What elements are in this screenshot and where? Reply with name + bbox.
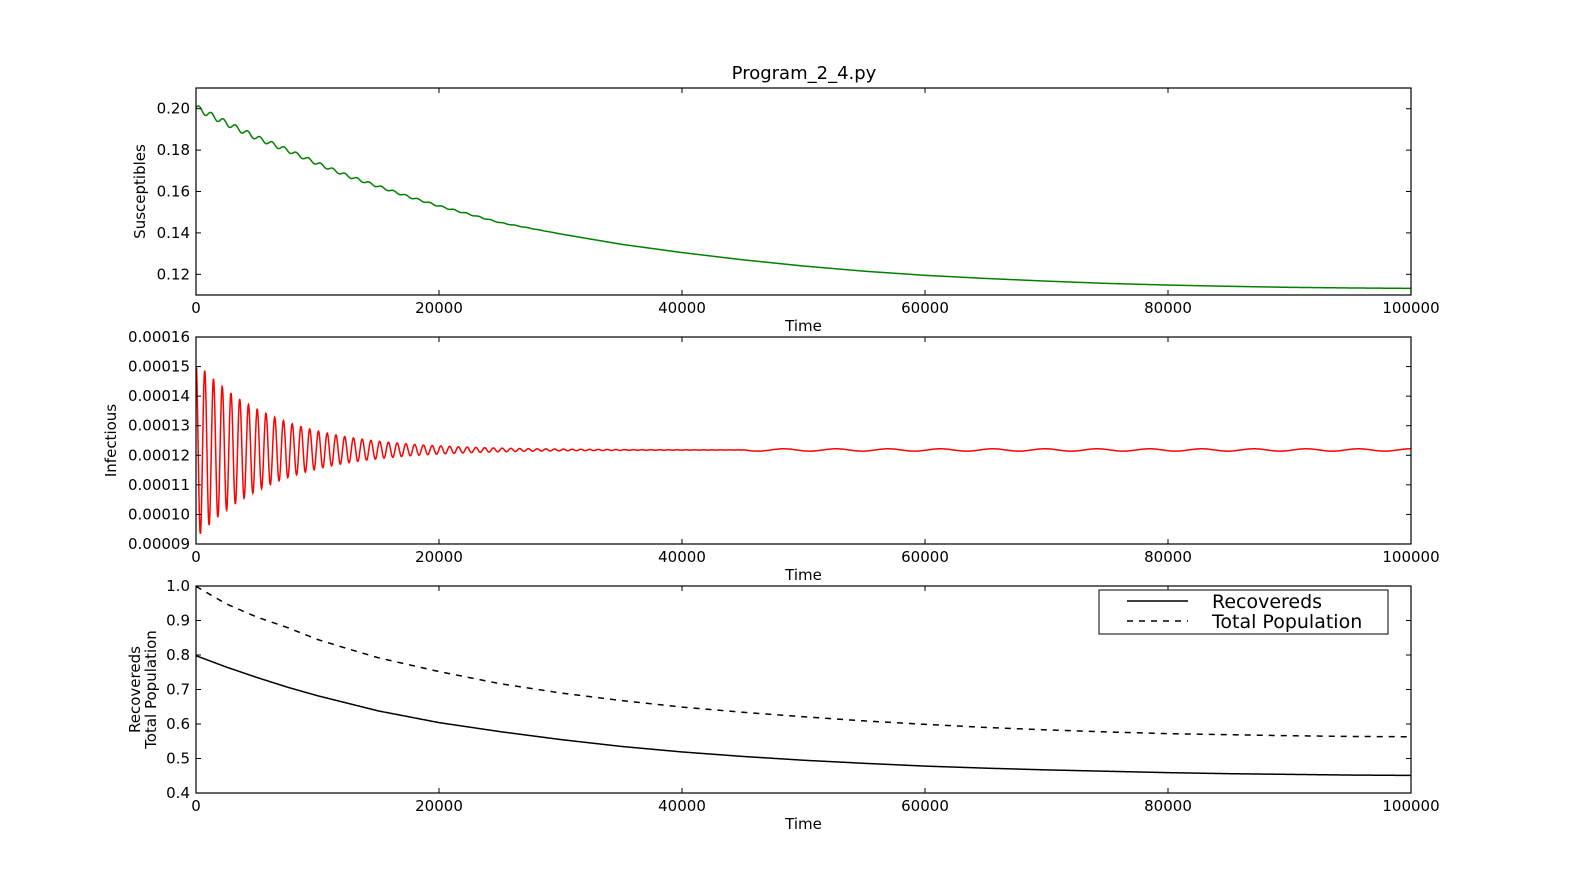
x-tick-label: 80000 xyxy=(1144,548,1192,566)
chart-title: Program_2_4.py xyxy=(732,63,877,84)
x-tick-label: 40000 xyxy=(658,299,706,317)
legend-label: Total Population xyxy=(1211,611,1362,633)
x-tick-label: 0 xyxy=(191,548,201,566)
series-line-1 xyxy=(196,105,1411,290)
x-tick-label: 20000 xyxy=(415,797,463,815)
y-tick-label: 0.00013 xyxy=(128,417,190,435)
x-tick-label: 60000 xyxy=(901,797,949,815)
y-tick-label: 0.00015 xyxy=(128,358,190,376)
subplot-3: 0 20000 40000 60000 80000 100000 0.4 0.5 0.6 0.7 0… xyxy=(126,577,1440,833)
x-tick-label: 100000 xyxy=(1382,299,1439,317)
y-tick-label: 0.00016 xyxy=(128,328,190,346)
y-tick-label: 1.0 xyxy=(166,577,190,595)
plots-container: 0 20000 40000 60000 80000 100000 0.12 0.14 0.16 0… xyxy=(102,87,1440,833)
y-tick-label: 0.18 xyxy=(157,141,190,159)
subplot-1: 0 20000 40000 60000 80000 100000 0.12 0.14 0.16 0… xyxy=(131,87,1440,335)
y-axis-label: Susceptibles xyxy=(131,144,149,239)
subplot-2: 0 20000 40000 60000 80000 100000 0.00009 0.0001… xyxy=(102,328,1440,584)
x-axis-label: Time xyxy=(784,815,822,833)
y-axis-label: Recovereds xyxy=(126,646,144,733)
y-axis-label: Infectious xyxy=(102,404,120,477)
axes-frame xyxy=(195,336,1412,545)
y-tick-label: 0.7 xyxy=(166,681,190,699)
x-tick-label: 60000 xyxy=(901,548,949,566)
y-tick-label: 0.20 xyxy=(157,100,190,118)
y-tick-label: 0.16 xyxy=(157,183,190,201)
y-tick-label: 0.5 xyxy=(166,750,190,768)
x-tick-label: 100000 xyxy=(1382,548,1439,566)
legend-label: Recovereds xyxy=(1212,591,1322,613)
y-axis-label: Total Population xyxy=(142,630,160,750)
x-tick-label: 80000 xyxy=(1144,797,1192,815)
y-tick-label: 0.8 xyxy=(166,646,190,664)
series-line-recovereds xyxy=(196,654,1411,777)
y-tick-label: 0.4 xyxy=(166,784,190,802)
y-tick-label: 0.14 xyxy=(157,224,190,242)
series-group xyxy=(196,105,1411,290)
series-group xyxy=(196,367,1411,535)
y-tick-label: 0.6 xyxy=(166,715,190,733)
x-axis-label: Time xyxy=(784,566,822,584)
x-tick-label: 0 xyxy=(191,797,201,815)
x-tick-label: 40000 xyxy=(658,797,706,815)
x-tick-label: 0 xyxy=(191,299,201,317)
series-group xyxy=(196,586,1411,777)
x-axis-label: Time xyxy=(784,317,822,335)
y-tick-label: 0.00012 xyxy=(128,446,190,464)
axes-frame xyxy=(195,87,1412,296)
series-line-total-population xyxy=(196,586,1411,738)
x-tick-label: 20000 xyxy=(415,299,463,317)
legend-frame xyxy=(1098,589,1389,635)
x-tick-label: 60000 xyxy=(901,299,949,317)
y-tick-label: 0.00011 xyxy=(128,476,190,494)
x-tick-label: 20000 xyxy=(415,548,463,566)
y-tick-label: 0.00010 xyxy=(128,505,190,523)
y-tick-label: 0.12 xyxy=(157,265,190,283)
y-tick-label: 0.9 xyxy=(166,612,190,630)
x-tick-label: 80000 xyxy=(1144,299,1192,317)
series-line-1 xyxy=(196,367,1411,535)
x-tick-label: 100000 xyxy=(1382,797,1439,815)
y-tick-label: 0.00014 xyxy=(128,387,190,405)
y-tick-label: 0.00009 xyxy=(128,535,190,553)
x-tick-label: 40000 xyxy=(658,548,706,566)
